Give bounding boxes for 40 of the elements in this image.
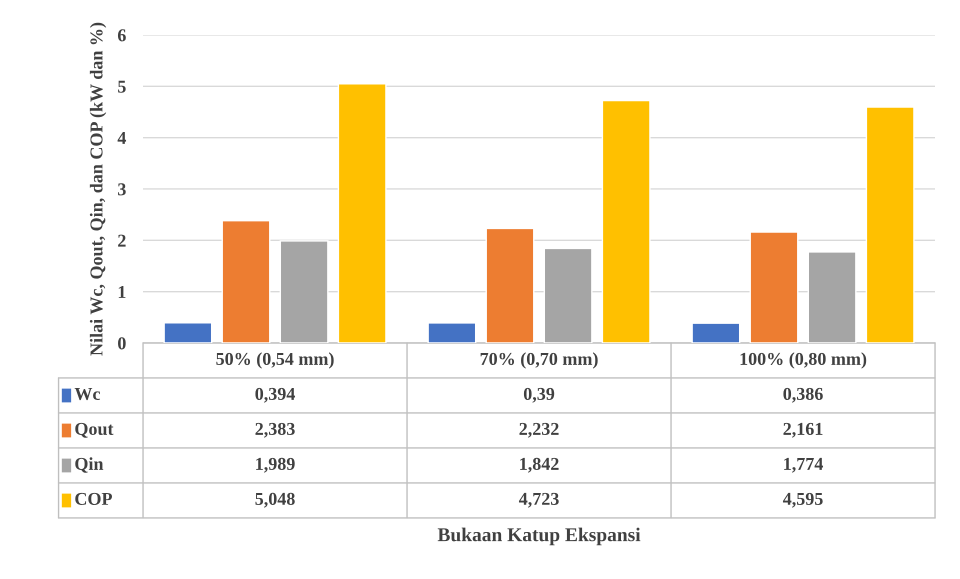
bar — [750, 231, 798, 343]
bar — [866, 106, 915, 343]
x-tick-label: 70% (0,70 mm) — [480, 352, 598, 369]
bar — [544, 248, 593, 343]
y-axis-title: Nilai Wc, Qout, Qin, dan COP (kW dan %) — [90, 22, 106, 356]
bar — [602, 100, 651, 343]
legend-label: Qout — [75, 422, 114, 438]
y-tick-label: 3 — [118, 183, 126, 196]
bar — [338, 83, 387, 343]
data-label: 4,595 — [782, 492, 823, 508]
data-label: 0,386 — [783, 388, 823, 403]
data-label: 4,723 — [518, 492, 559, 508]
bar — [486, 228, 534, 343]
legend-label: Wc — [74, 388, 100, 400]
bar — [163, 322, 212, 343]
y-tick-label: 1 — [118, 286, 126, 298]
data-label: 1,989 — [256, 458, 295, 473]
data-label: 5,048 — [255, 492, 295, 508]
x-tick-label: 100% (0,80 mm) — [740, 352, 866, 369]
data-label: 0,394 — [255, 388, 296, 403]
bar — [280, 240, 329, 343]
data-label: 1,774 — [784, 458, 824, 473]
legend-label: Qin — [75, 457, 104, 473]
data-label: 0,39 — [524, 388, 554, 403]
data-label: 2,161 — [783, 422, 822, 438]
bar — [427, 322, 476, 343]
y-tick-label: 5 — [118, 80, 126, 93]
bar — [691, 322, 740, 343]
data-label: 2,232 — [519, 422, 559, 438]
y-tick-label: 6 — [118, 29, 126, 42]
legend-label: COP — [75, 492, 112, 505]
bar — [808, 251, 857, 343]
y-tick-label: 4 — [118, 132, 126, 144]
data-label: 1,842 — [520, 458, 559, 473]
y-tick-label: 2 — [118, 234, 126, 247]
bar — [222, 220, 270, 343]
x-tick-label: 50% (0,54 mm) — [216, 352, 334, 369]
data-label: 2,383 — [255, 422, 295, 438]
y-tick-label: 0 — [118, 337, 126, 350]
text: Bukaan Katup Ekspansi — [438, 528, 640, 546]
